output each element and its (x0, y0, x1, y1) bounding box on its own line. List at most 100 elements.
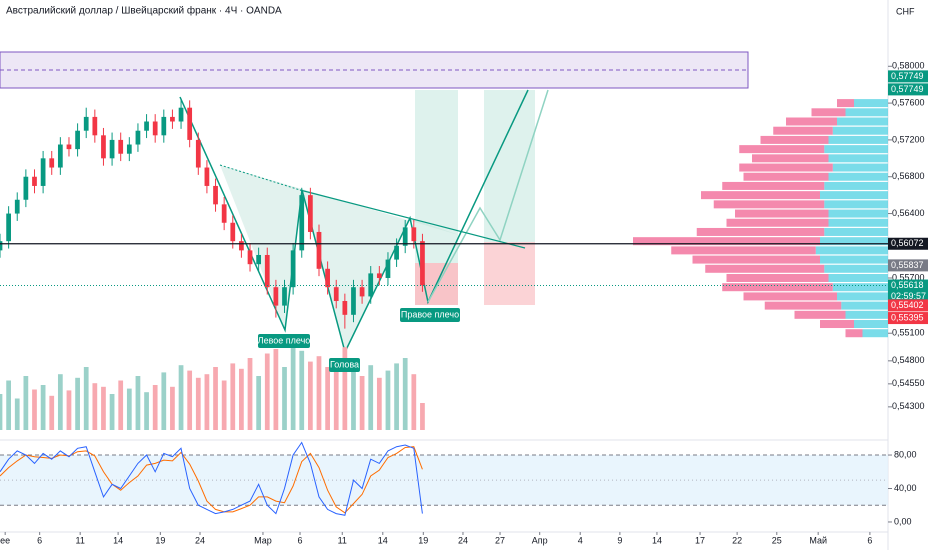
price-tag-label: 0,56072 (891, 238, 924, 248)
price-tag-label: 0,57749 (891, 71, 924, 81)
candle-body (394, 245, 399, 260)
profile-buy (837, 117, 888, 126)
x-tick-label: 24 (195, 535, 205, 545)
candle-body (101, 135, 106, 159)
profile-buy (824, 145, 888, 154)
x-tick-label: 14 (113, 535, 123, 545)
volume-bar (342, 347, 348, 430)
volume-bar (57, 374, 63, 430)
pattern-label: Голова (330, 359, 359, 369)
volume-bar (307, 361, 313, 430)
candle-body (152, 121, 158, 136)
y-tick-label: 0,56800 (892, 171, 925, 181)
profile-sell (820, 320, 854, 329)
price-tag (888, 237, 928, 250)
volume-bar (92, 383, 98, 430)
volume-bar (376, 377, 382, 430)
target-zone (415, 90, 458, 263)
y-tick-label: 0,56400 (892, 208, 925, 218)
x-tick-label: 19 (155, 535, 165, 545)
price-tag-label: 0,57749 (891, 84, 924, 94)
candle-body (126, 144, 132, 154)
profile-buy (820, 237, 888, 246)
price-tag (888, 83, 928, 96)
candle-body (118, 139, 124, 154)
profile-sell (739, 163, 833, 172)
profile-sell (760, 135, 829, 144)
volume-bar (333, 371, 339, 430)
profile-buy (828, 218, 888, 227)
x-tick-label: 6 (867, 535, 872, 545)
x-tick-label: 17 (695, 535, 705, 545)
profile-sell (726, 218, 829, 227)
profile-sell (837, 99, 854, 108)
candle-body (359, 287, 365, 297)
x-tick-label: 24 (458, 535, 468, 545)
candle-body (411, 227, 417, 242)
candle-body (187, 107, 193, 140)
candle-body (40, 158, 46, 186)
profile-sell (705, 264, 825, 273)
price-tag-label: 0,55837 (891, 260, 924, 270)
candle-body (342, 301, 348, 315)
candle-body (299, 195, 305, 251)
candle-body (135, 130, 141, 145)
profile-sell (794, 310, 846, 319)
volume-bar (394, 363, 399, 430)
profile-buy (820, 255, 888, 264)
profile-sell (743, 292, 837, 301)
price-tag-label: 0,55402 (891, 300, 924, 310)
candle-body (402, 227, 408, 246)
volume-bar (23, 376, 29, 430)
profile-sell (811, 108, 846, 117)
x-tick-label: 25 (772, 535, 782, 545)
profile-sell (726, 273, 829, 282)
y-tick-label: 0,58000 (892, 61, 925, 71)
profile-buy (815, 246, 888, 255)
projection-line (427, 89, 549, 303)
candle-body (57, 144, 63, 168)
profile-sell (786, 117, 837, 126)
profile-sell (764, 301, 842, 310)
volume-bar (368, 365, 374, 430)
candle-body (325, 268, 330, 288)
candle-body (264, 254, 270, 288)
x-tick-label: 6 (37, 535, 42, 545)
volume-bar (385, 370, 391, 430)
volume-bar (40, 385, 46, 430)
profile-buy (820, 191, 888, 200)
volume-bar (316, 356, 322, 430)
candle-body (109, 139, 115, 159)
currency[interactable]: CHF (896, 6, 915, 16)
volume-bar (144, 392, 149, 430)
candle-body (385, 259, 391, 278)
profile-sell (701, 191, 820, 200)
profile-sell (739, 145, 825, 154)
candle-body (0, 241, 3, 251)
volume-bar (420, 403, 425, 430)
candle-body (273, 287, 279, 306)
profile-buy (837, 292, 888, 301)
volume-bar (351, 359, 356, 430)
pattern-label: Левое плечо (258, 335, 311, 345)
profile-sell (696, 227, 825, 236)
pattern-label-box (329, 358, 360, 372)
x-tick-label: 22 (732, 535, 742, 545)
pattern-label-box (258, 334, 310, 348)
volume-bar (101, 386, 106, 430)
volume-bar (178, 365, 184, 430)
volume-bar (402, 358, 408, 430)
candle-body (239, 241, 244, 251)
volume-bar (213, 367, 218, 430)
x-tick-label: 4 (578, 535, 583, 545)
profile-sell (633, 237, 820, 246)
candle-body (92, 116, 98, 136)
profile-buy (862, 329, 888, 338)
volume-bar (152, 385, 158, 430)
profile-sell (752, 154, 829, 163)
volume-bar (135, 376, 141, 430)
volume-bar (126, 388, 132, 430)
candle-body (213, 185, 218, 205)
profile-buy (854, 320, 888, 329)
